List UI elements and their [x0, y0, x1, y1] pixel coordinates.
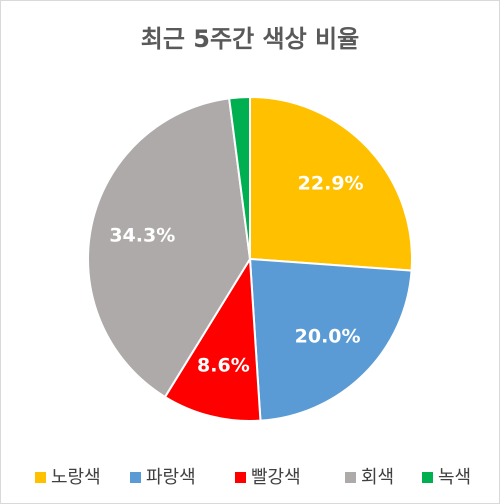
pie-slice [228, 95, 251, 260]
data-label: 20.0% [295, 326, 361, 348]
pie-slice [249, 95, 413, 272]
pie-slice [163, 255, 262, 422]
legend-label: 노랑색 [51, 467, 101, 488]
legend-label: 빨강색 [251, 467, 301, 488]
legend-swatch [345, 472, 356, 483]
data-label: 34.3% [109, 224, 175, 246]
pie-slice [248, 257, 413, 422]
data-label: 8.6% [197, 354, 250, 376]
pie-slice [87, 97, 252, 399]
legend-swatch [35, 472, 46, 483]
chart-title: 최근 5주간 색상 비율 [141, 25, 359, 53]
data-label: 22.9% [298, 172, 364, 194]
legend-swatch [422, 472, 433, 483]
legend-swatch [235, 472, 246, 483]
legend-label: 파랑색 [146, 467, 196, 488]
legend-label: 녹색 [438, 467, 471, 488]
legend-label: 회색 [361, 467, 394, 488]
legend-swatch [130, 472, 141, 483]
